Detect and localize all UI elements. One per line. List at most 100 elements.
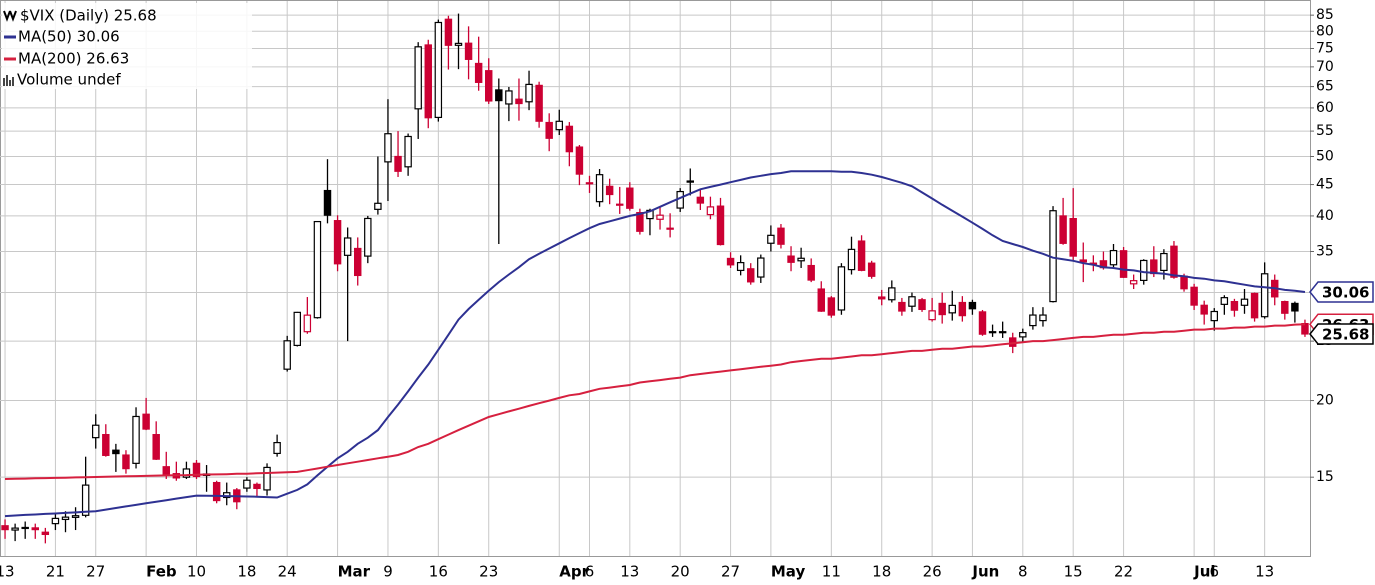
candle-body [867, 262, 876, 277]
x-tick-label: 11 [822, 563, 841, 581]
x-tick-label: 6 [585, 563, 595, 581]
candle-body [1190, 286, 1198, 306]
ma-line [4, 323, 1306, 480]
candle-body [605, 185, 614, 196]
candle-body [1210, 310, 1218, 322]
candle-body [878, 296, 886, 300]
candle-body [988, 331, 997, 334]
candle-body [998, 331, 1007, 334]
candle-body [152, 434, 160, 460]
x-tick-label: Apr [559, 563, 589, 581]
candle-body [958, 301, 967, 317]
candle-body [918, 299, 926, 311]
candle-body [374, 202, 382, 210]
legend-title: $VIX (Daily) 25.68 [20, 7, 157, 25]
candle-body [1039, 314, 1047, 322]
ma-line [4, 170, 1306, 518]
candle-body [706, 206, 715, 216]
candle-body [1150, 259, 1158, 275]
legend: $VIX (Daily) 25.68 MA(50) 30.06 MA(200) … [2, 3, 252, 89]
x-tick-label: 27 [86, 563, 105, 581]
candle-body [1119, 250, 1128, 278]
candle-body [535, 84, 543, 122]
y-tick-label: 75 [1316, 40, 1334, 56]
candle-body [978, 311, 987, 335]
candle-body [364, 217, 372, 257]
candle-body [1019, 332, 1027, 338]
price-tag-label: 25.68 [1322, 325, 1369, 343]
candle-body [575, 146, 584, 175]
candle-body [1200, 304, 1208, 315]
candle-body [747, 268, 755, 283]
candle-body [837, 266, 846, 311]
candle-body [736, 262, 745, 272]
candle-body [21, 526, 29, 530]
candle-body [283, 340, 291, 370]
candle-body [81, 484, 90, 516]
candle-body [807, 264, 815, 281]
candle-body [515, 98, 523, 105]
legend-entry: Volume undef [17, 71, 121, 89]
candle-body [404, 135, 412, 168]
y-tick-label: 15 [1316, 469, 1334, 485]
price-tag-label: 30.06 [1322, 284, 1369, 302]
candle-body [333, 220, 342, 265]
candle-body [505, 90, 513, 105]
candle-body [273, 441, 281, 455]
candle-body [888, 287, 896, 301]
candle-body [938, 302, 946, 316]
candle-body [1059, 215, 1067, 244]
candle-body [847, 248, 856, 271]
candle-body [908, 296, 916, 307]
candle-body [142, 413, 150, 430]
candle-body [162, 466, 170, 476]
candle-body [777, 227, 785, 245]
candle-body [474, 62, 483, 83]
candle-body [354, 247, 362, 277]
candle-body [303, 314, 312, 333]
candle-body [1240, 298, 1249, 306]
x-tick-label: 18 [872, 563, 891, 581]
candle-body [1291, 302, 1299, 312]
candle-body [1160, 252, 1168, 272]
plot-frame [0, 0, 1311, 557]
x-tick-label: 23 [479, 563, 498, 581]
candle-body [192, 462, 201, 478]
candle-body [1069, 218, 1077, 257]
candle-body [555, 120, 563, 131]
candle-body [71, 515, 80, 518]
y-tick-label: 65 [1316, 79, 1334, 95]
x-tick-label: Feb [146, 563, 177, 581]
x-tick-label: 13 [0, 563, 15, 581]
x-tick-label: 6 [1209, 563, 1219, 581]
candle-body [787, 255, 795, 263]
candle-body [102, 434, 110, 456]
candle-body [485, 70, 493, 102]
candle-body [424, 44, 432, 119]
x-tick-label: 26 [923, 563, 942, 581]
candle-body [1129, 280, 1138, 285]
x-tick-label: Jul [1193, 563, 1215, 581]
candle-body [1230, 300, 1239, 311]
candle-body [343, 237, 352, 256]
candle-body [656, 214, 664, 220]
candle-body [323, 189, 332, 216]
candle-body [414, 46, 422, 110]
candle-body [767, 234, 775, 244]
candle-body [898, 301, 906, 312]
x-tick-label: 9 [383, 563, 393, 581]
candle-body [434, 21, 443, 119]
candle-body [827, 297, 836, 316]
x-tick-label: Jun [971, 563, 999, 581]
candle-body [1220, 297, 1229, 305]
candle-body [394, 155, 402, 172]
candle-body [1281, 300, 1289, 314]
candle-body [545, 121, 553, 139]
candle-body [454, 42, 463, 46]
candle-body [384, 133, 392, 163]
candle-body [757, 257, 765, 278]
candle-body [817, 288, 825, 312]
candle-body [626, 187, 634, 209]
y-tick-label: 50 [1316, 148, 1334, 164]
